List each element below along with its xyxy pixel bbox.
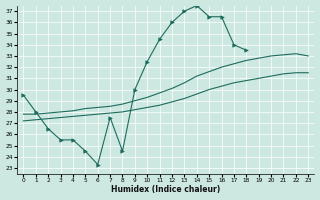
- X-axis label: Humidex (Indice chaleur): Humidex (Indice chaleur): [111, 185, 220, 194]
